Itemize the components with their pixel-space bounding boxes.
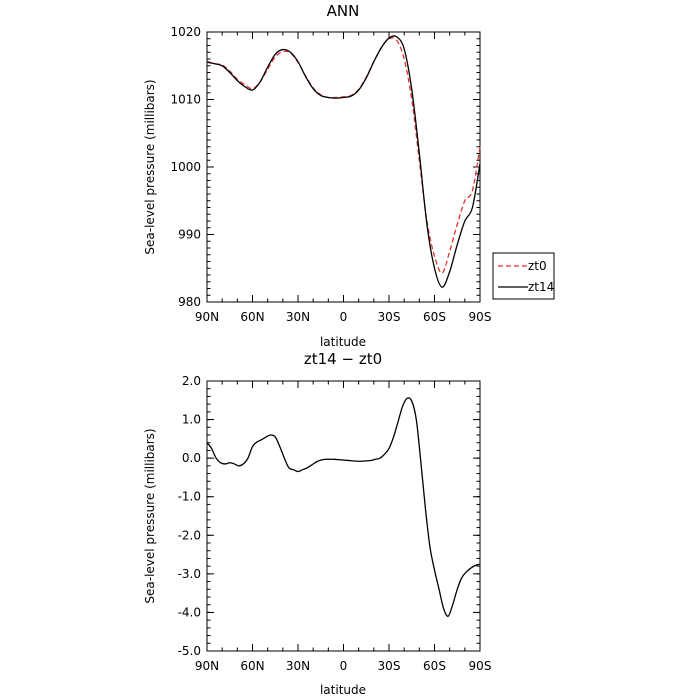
x-tick-label: 60N [240,310,264,324]
y-axis-label: Sea-level pressure (millibars) [143,79,157,254]
x-tick-label: 60N [240,659,264,673]
x-tick-label: 60S [423,310,446,324]
x-tick-label: 0 [340,659,348,673]
y-tick-label: -1.0 [178,490,201,504]
x-tick-label: 90N [195,310,219,324]
x-tick-labels: 90N 60N 30N 0 30S 60S 90S [195,659,492,673]
x-tick-labels: 90N 60N 30N 0 30S 60S 90S [195,310,492,324]
y-tick-label: 990 [178,228,201,242]
series-lines [206,397,481,617]
x-tick-label: 30S [378,659,401,673]
y-tick-label: -3.0 [178,567,201,581]
chart-title: zt14 − zt0 [304,350,382,368]
x-tick-label: 0 [340,310,348,324]
series-lines [206,35,481,288]
legend-label-zt14: zt14 [528,280,554,294]
bottom-chart-panel: zt14 − zt0 2.0 1.0 0.0 -1.0 -2.0 -3.0 -4.0 -5.0… [143,350,491,697]
y-tick-label: 2.0 [182,374,201,388]
y-tick-label: 0.0 [182,451,201,465]
legend-label-zt0: zt0 [528,259,547,273]
x-axis-label: latitude [320,335,366,349]
y-axis-label: Sea-level pressure (millibars) [143,428,157,603]
y-tick-label: -2.0 [178,528,201,542]
legend-box [492,252,555,300]
x-tick-label: 30N [286,659,310,673]
x-tick-label: 30N [286,310,310,324]
y-tick-label: -4.0 [178,605,201,619]
y-tick-label: 1010 [170,93,201,107]
y-tick-label: 1000 [170,160,201,174]
tick-marks [206,31,481,303]
series-line-zt0 [206,37,481,274]
series-line-difference [206,397,481,617]
x-axis-label: latitude [320,683,366,697]
x-tick-label: 60S [423,659,446,673]
x-tick-label: 90S [469,659,492,673]
y-tick-labels: 980 990 1000 1010 1020 [170,25,201,309]
x-tick-label: 90N [195,659,219,673]
tick-marks [206,380,481,652]
plot-frame [206,31,481,303]
x-tick-label: 30S [378,310,401,324]
chart-title: ANN [327,2,360,20]
plot-frame [206,380,481,652]
y-tick-label: 980 [178,295,201,309]
legend: zt0 zt14 [492,252,555,300]
y-tick-label: -5.0 [178,644,201,658]
y-tick-labels: 2.0 1.0 0.0 -1.0 -2.0 -3.0 -4.0 -5.0 [178,374,201,658]
y-tick-label: 1.0 [182,413,201,427]
y-tick-label: 1020 [170,25,201,39]
series-line-zt14 [206,35,481,288]
x-tick-label: 90S [469,310,492,324]
